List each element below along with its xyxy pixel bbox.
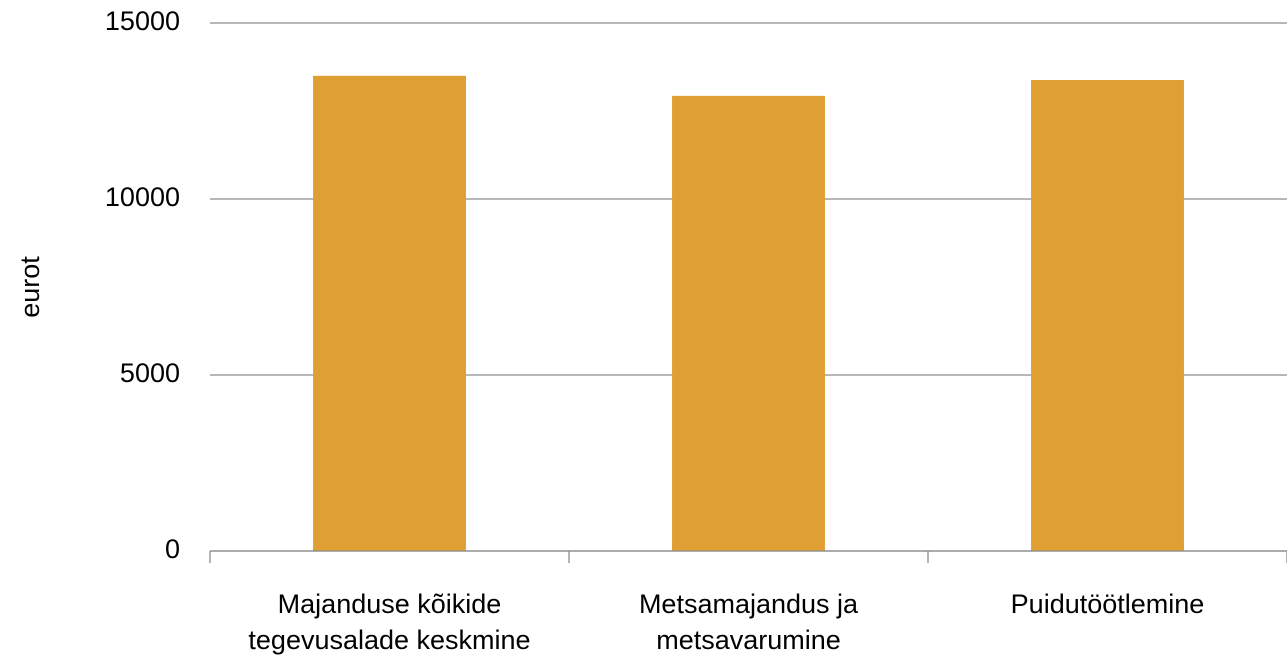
bar	[313, 75, 466, 552]
y-tick-label: 10000	[105, 182, 180, 212]
bar	[1031, 80, 1184, 552]
x-tick-label: Metsamajandus ja metsavarumine	[639, 589, 859, 655]
bar	[672, 95, 825, 551]
y-tick-label: 0	[165, 534, 180, 564]
x-tick-label: Puidutöötlemine	[1011, 589, 1205, 619]
y-tick-label: 5000	[120, 358, 180, 388]
x-tick-label: Majanduse kõikide tegevusalade keskmine	[248, 589, 530, 655]
y-axis-label: eurot	[15, 256, 45, 318]
y-tick-label: 15000	[105, 6, 180, 36]
